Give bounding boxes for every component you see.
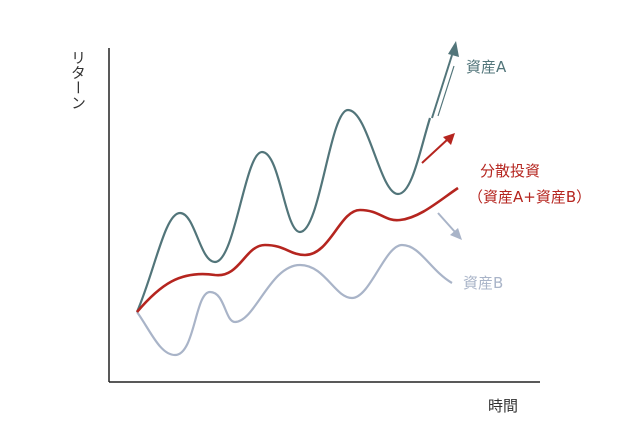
diversified-curve [136,186,459,313]
diversified-note: （資産A+資産B） [468,188,591,206]
asset-b-arrow [437,212,456,233]
asset-b-arrowhead [450,228,462,240]
asset-b-label: 資産B [463,274,503,292]
asset-a-curve [135,108,432,313]
y-axis-label: リターン [69,50,87,110]
x-axis-label: 時間 [488,397,518,415]
diversified-label: 分散投資 [480,162,540,180]
asset-a-arrow [431,54,453,119]
diversified-arrowhead [443,133,455,145]
asset-a-arrow [437,65,455,117]
asset-b-curve [136,243,453,357]
asset-a-label: 資産A [466,58,507,76]
asset-a-arrowhead [448,41,459,57]
diversified-arrow [421,138,449,164]
